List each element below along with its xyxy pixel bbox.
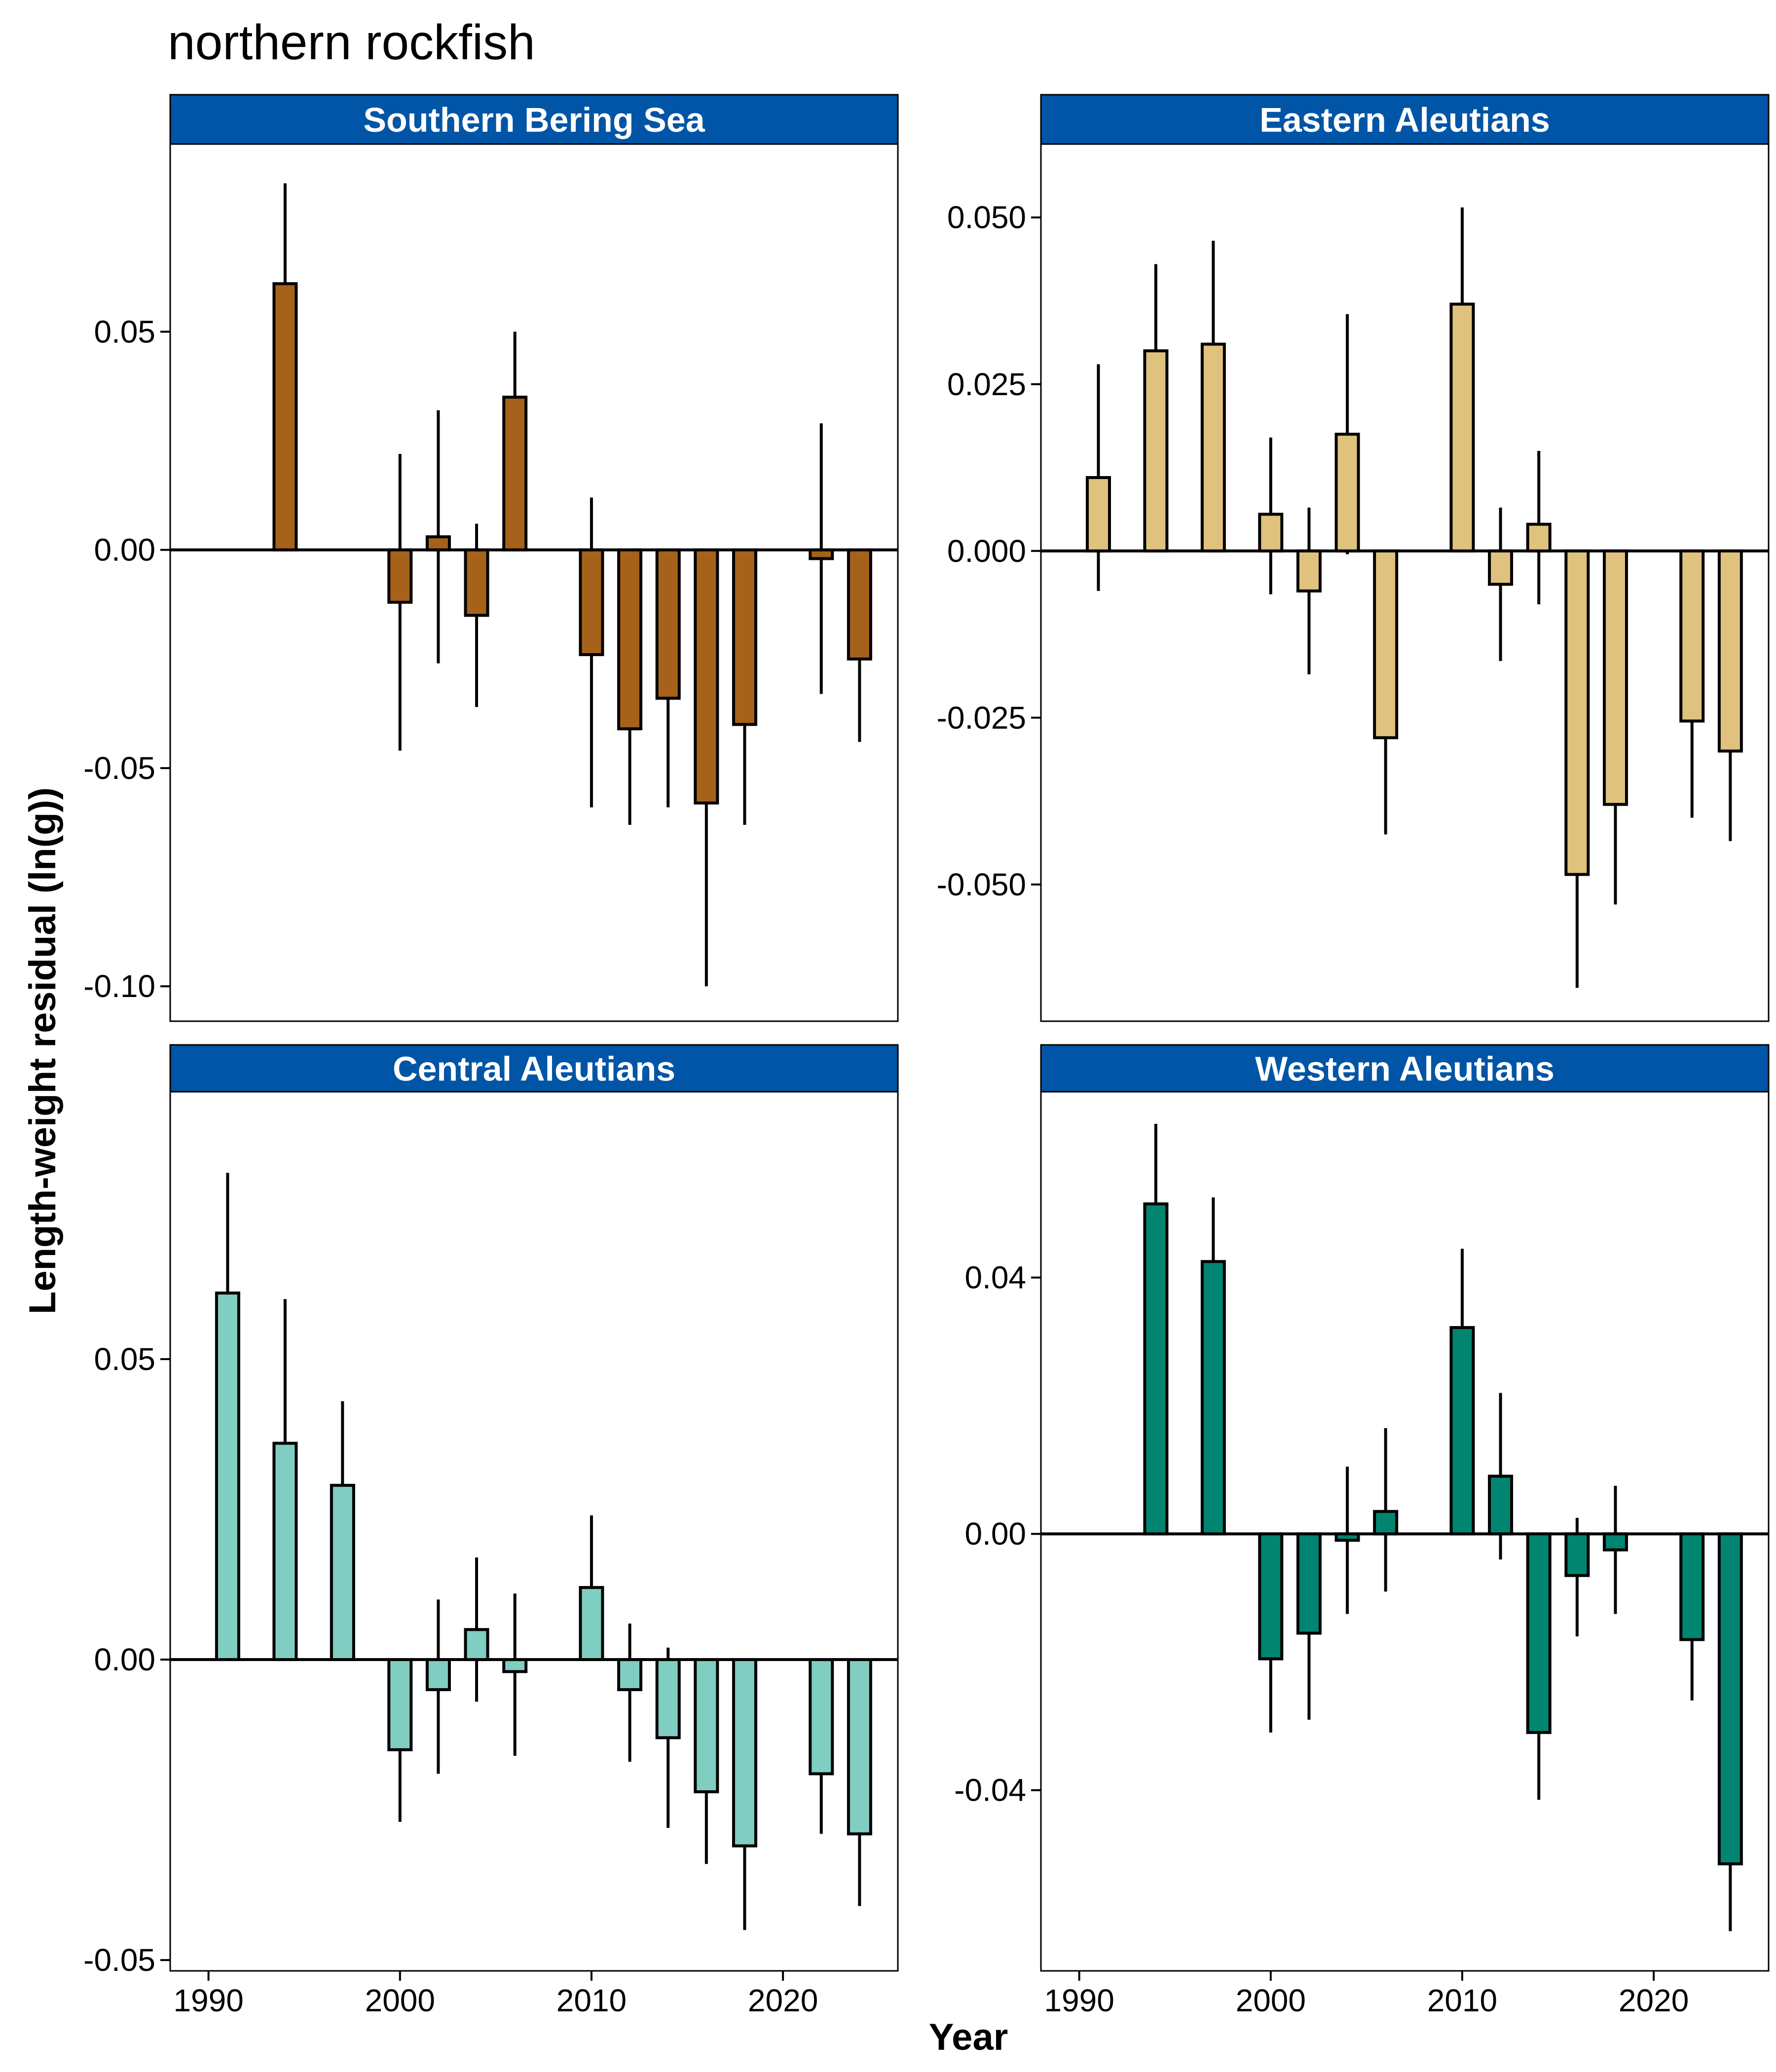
bar [1373,1510,1399,1536]
bar [847,548,872,661]
bar [1258,1532,1284,1661]
facet-panel: Southern Bering Sea -0.10 -0.05 0.00 0.05 [83,94,899,1022]
bar [1200,1260,1226,1536]
x-axis-title: Year [929,2016,1008,2058]
bar [809,548,834,560]
facet-strip [1040,94,1770,145]
y-tick-label: -0.10 [83,968,155,1004]
y-tick-label: -0.050 [937,867,1026,902]
bar [1449,302,1475,553]
facet-panel: Eastern Aleutians -0.050 -0.025 0.000 0.025 0… [937,94,1770,1022]
facet-strip [169,1044,899,1093]
bar [215,1292,240,1662]
bar [1526,1532,1552,1734]
bar [502,396,528,552]
bar [425,535,451,552]
y-tick-label: -0.04 [954,1773,1026,1808]
bar [579,548,604,656]
bar [330,1483,355,1662]
facet-strip [1040,1044,1770,1093]
x-tick-label: 1990 [1044,1983,1114,2018]
panel-border [1040,143,1770,1022]
facet-panel: Western Aleutians -0.04 0.00 0.04 1990 2000 20… [954,1044,1770,2018]
panel-border [1040,1091,1770,1972]
bar [1449,1326,1475,1536]
bar [617,548,643,731]
bar [1200,342,1226,553]
y-tick-label: 0.00 [94,532,155,568]
y-tick-label: 0.025 [947,367,1026,402]
bar [1602,549,1628,806]
x-tick-label: 2000 [365,1983,435,2018]
bar [1334,433,1360,553]
bar [1296,549,1322,592]
facet-strip-label: Central Aleutians [393,1050,675,1088]
y-axis-title: Length-weight residual (ln(g)) [22,787,64,1314]
bar [1085,476,1111,553]
bar [1488,1475,1514,1536]
bar [272,1442,298,1662]
bar [809,1658,834,1776]
bar [617,1658,643,1691]
x-tick-label: 2020 [1619,1983,1689,2018]
facet-strip [169,94,899,145]
y-tick-label: -0.05 [83,1942,155,1978]
y-tick-label: 0.05 [94,314,155,349]
bar [464,1628,489,1662]
y-tick-label: 0.05 [94,1341,155,1377]
bar [1564,549,1590,876]
chart-title: northern rockfish [168,15,535,70]
bar [272,282,298,552]
bar [732,548,757,726]
facet-panel: Central Aleutians -0.05 0.00 0.05 1990 2000 20… [83,1044,899,2018]
x-tick-label: 2020 [748,1983,818,2018]
bar [464,548,489,617]
facet-panels: Southern Bering Sea -0.10 -0.05 0.00 0.05 Eas… [83,94,1770,2018]
bar [732,1658,757,1848]
bar [579,1586,604,1662]
x-tick-label: 2010 [556,1983,627,2018]
bar [655,1658,681,1739]
bar [1373,549,1399,740]
x-tick-label: 2010 [1427,1983,1497,2018]
facet-strip-label: Eastern Aleutians [1259,101,1550,139]
bar [1488,549,1514,586]
facet-strip-label: Southern Bering Sea [363,101,705,139]
bar [425,1658,451,1691]
y-tick-label: 0.04 [964,1260,1026,1295]
bar [1717,1532,1743,1866]
bar [694,548,719,805]
bar [1143,349,1169,553]
y-tick-label: -0.025 [937,700,1026,736]
bar [1258,513,1284,553]
bar [502,1658,528,1673]
y-tick-label: 0.050 [947,200,1026,235]
panel-border [169,1091,899,1972]
y-tick-label: 0.000 [947,533,1026,569]
bar [387,1658,413,1751]
facet-strip-label: Western Aleutians [1255,1050,1554,1088]
bar [1143,1202,1169,1536]
bar [1679,1532,1705,1641]
x-tick-label: 1990 [173,1983,243,2018]
panel-border [169,143,899,1022]
bar [1334,1532,1360,1542]
x-tick-label: 2000 [1236,1983,1306,2018]
bar [387,548,413,604]
bar [847,1658,872,1836]
bar [694,1658,719,1794]
bar [1526,522,1552,553]
bar [1296,1532,1322,1635]
y-tick-label: 0.00 [964,1516,1026,1552]
bar [655,548,681,700]
y-tick-label: 0.00 [94,1642,155,1677]
bar [1679,549,1705,723]
y-tick-label: -0.05 [83,750,155,786]
bar [1717,549,1743,753]
bar [1564,1532,1590,1577]
bar [1602,1532,1628,1552]
